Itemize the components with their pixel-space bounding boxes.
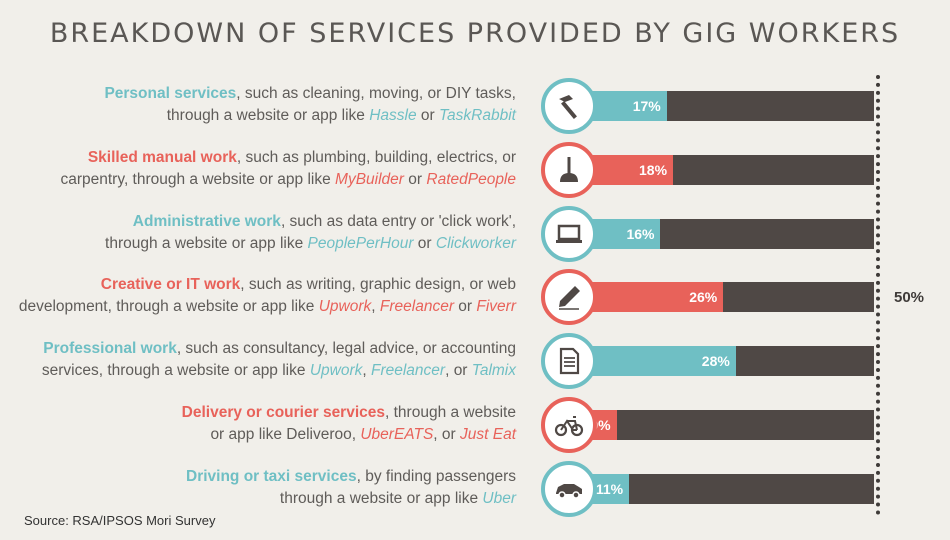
bar-track: 9% bbox=[560, 410, 874, 440]
bar-track: 16% bbox=[560, 219, 874, 249]
app-name: Freelancer bbox=[379, 298, 454, 315]
category-detail-line2: through a website or app like bbox=[279, 490, 483, 507]
app-separator: or bbox=[413, 235, 436, 252]
bar-row: Skilled manual work, such as plumbing, b… bbox=[0, 142, 950, 198]
bar-track: 11% bbox=[560, 474, 874, 504]
category-description: Creative or IT work, such as writing, gr… bbox=[0, 274, 516, 318]
app-name: Upwork bbox=[309, 362, 363, 379]
app-name: UberEATS bbox=[360, 426, 434, 443]
app-separator: or bbox=[416, 107, 440, 124]
category-detail: , such as plumbing, building, electrics,… bbox=[236, 149, 516, 166]
icon-badge bbox=[541, 142, 597, 198]
bar-row: Professional work, such as consultancy, … bbox=[0, 333, 950, 389]
icon-badge bbox=[541, 333, 597, 389]
bar-track: 17% bbox=[560, 91, 874, 121]
category-description: Professional work, such as consultancy, … bbox=[0, 338, 516, 382]
category-detail: , such as data entry or 'click work', bbox=[280, 213, 516, 230]
icon-badge bbox=[541, 206, 597, 262]
app-separator: or bbox=[403, 171, 427, 188]
app-separator: , bbox=[371, 298, 380, 315]
app-name: PeoplePerHour bbox=[307, 235, 414, 252]
app-name: MyBuilder bbox=[335, 171, 404, 188]
category-description: Personal services, such as cleaning, mov… bbox=[0, 83, 516, 127]
bar-track: 18% bbox=[560, 155, 874, 185]
category-name: Skilled manual work bbox=[87, 149, 237, 166]
app-name: RatedPeople bbox=[426, 171, 516, 188]
bar-row: Delivery or courier services, through a … bbox=[0, 397, 950, 453]
data-label: 28% bbox=[701, 353, 730, 369]
category-description: Skilled manual work, such as plumbing, b… bbox=[0, 147, 516, 191]
category-name: Delivery or courier services bbox=[181, 404, 386, 421]
app-name: Freelancer bbox=[370, 362, 446, 379]
app-separator: , or bbox=[433, 426, 460, 443]
data-label: 17% bbox=[632, 98, 661, 114]
data-label: 26% bbox=[689, 289, 718, 305]
app-name: Fiverr bbox=[476, 298, 516, 315]
category-detail: , such as cleaning, moving, or DIY tasks… bbox=[236, 85, 516, 102]
data-label: 16% bbox=[626, 226, 655, 242]
total-reference-line bbox=[876, 75, 880, 515]
category-name: Driving or taxi services bbox=[186, 468, 357, 485]
icon-badge bbox=[541, 397, 597, 453]
app-name: Clickworker bbox=[435, 235, 516, 252]
category-detail: , such as consultancy, legal advice, or … bbox=[176, 340, 516, 357]
category-detail-line2: carpentry, through a website or app like bbox=[60, 171, 336, 188]
source-note: Source: RSA/IPSOS Mori Survey bbox=[24, 513, 216, 528]
app-name: Hassle bbox=[369, 107, 417, 124]
total-label: 50% bbox=[894, 289, 925, 306]
category-name: Personal services bbox=[104, 85, 237, 102]
category-detail: , through a website bbox=[385, 404, 516, 421]
app-name: Upwork bbox=[318, 298, 372, 315]
app-separator: , or bbox=[445, 362, 472, 379]
category-detail-line2: through a website or app like bbox=[105, 235, 308, 252]
app-name: Just Eat bbox=[460, 426, 516, 443]
data-label: 11% bbox=[595, 481, 624, 497]
bar-row: Creative or IT work, such as writing, gr… bbox=[0, 269, 950, 325]
category-detail-line2: services, through a website or app like bbox=[41, 362, 310, 379]
category-detail-line2: or app like Deliveroo, bbox=[210, 426, 361, 443]
bar-row: Personal services, such as cleaning, mov… bbox=[0, 78, 950, 134]
icon-badge bbox=[541, 269, 597, 325]
app-name: Uber bbox=[482, 490, 516, 507]
category-name: Creative or IT work bbox=[100, 276, 241, 293]
category-name: Administrative work bbox=[132, 213, 281, 230]
bar-row: Administrative work, such as data entry … bbox=[0, 206, 950, 262]
app-name: Talmix bbox=[471, 362, 516, 379]
chart-title: BREAKDOWN OF SERVICES PROVIDED BY GIG WO… bbox=[49, 18, 901, 49]
category-detail: , by finding passengers bbox=[356, 468, 516, 485]
category-description: Delivery or courier services, through a … bbox=[0, 402, 516, 446]
icon-badge bbox=[541, 461, 597, 517]
data-label: 18% bbox=[639, 162, 668, 178]
bar-track: 26% bbox=[560, 282, 874, 312]
category-detail: , such as writing, graphic design, or we… bbox=[240, 276, 516, 293]
bar-track: 28% bbox=[560, 346, 874, 376]
category-name: Professional work bbox=[43, 340, 177, 357]
category-detail-line2: development, through a website or app li… bbox=[18, 298, 319, 315]
category-description: Administrative work, such as data entry … bbox=[0, 211, 516, 255]
app-separator: , bbox=[362, 362, 371, 379]
app-name: TaskRabbit bbox=[439, 107, 516, 124]
icon-badge bbox=[541, 78, 597, 134]
bar-row: Driving or taxi services, by finding pas… bbox=[0, 461, 950, 517]
category-detail-line2: through a website or app like bbox=[166, 107, 370, 124]
category-description: Driving or taxi services, by finding pas… bbox=[0, 466, 516, 510]
app-separator: or bbox=[453, 298, 477, 315]
